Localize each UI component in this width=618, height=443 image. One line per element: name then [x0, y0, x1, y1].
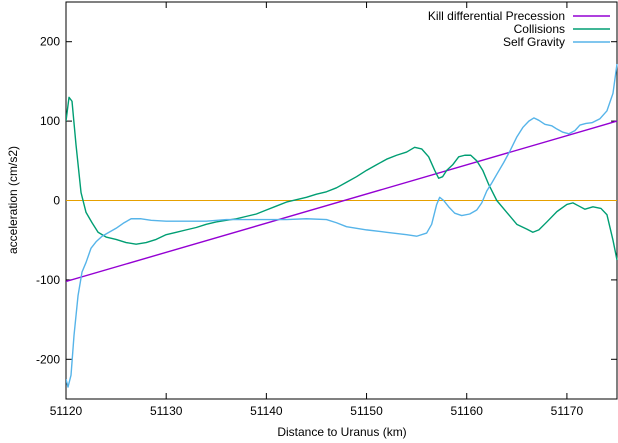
- x-tick-label: 51140: [250, 404, 283, 418]
- legend-label-collisions: Collisions: [514, 22, 565, 36]
- y-tick-label: -200: [36, 352, 60, 366]
- legend-label-kill-differential-precession: Kill differential Precession: [428, 9, 565, 23]
- series-line-kill-differential-precession: [66, 120, 618, 283]
- x-tick-label: 51120: [50, 404, 83, 418]
- legend-label-self-gravity: Self Gravity: [503, 35, 565, 49]
- y-axis-label: acceleration (cm/s2): [6, 146, 20, 254]
- y-tick-label: 200: [40, 35, 60, 49]
- y-tick-label: 100: [40, 114, 60, 128]
- y-tick-label: -100: [36, 273, 60, 287]
- series-line-self-gravity: [66, 63, 618, 388]
- y-tick-label: 0: [53, 194, 60, 208]
- legend: Kill differential PrecessionCollisionsSe…: [428, 9, 610, 49]
- series-line-collisions: [66, 96, 618, 261]
- x-tick-label: 51130: [150, 404, 183, 418]
- x-tick-label: 51150: [350, 404, 383, 418]
- x-tick-label: 51160: [450, 404, 483, 418]
- x-axis-label: Distance to Uranus (km): [277, 425, 406, 439]
- x-tick-label: 51170: [551, 404, 584, 418]
- series-lines: [66, 63, 618, 388]
- axis-ticks: 51120 51130 51140 51150 51160 51170 -200 -100 0 1…: [36, 2, 617, 418]
